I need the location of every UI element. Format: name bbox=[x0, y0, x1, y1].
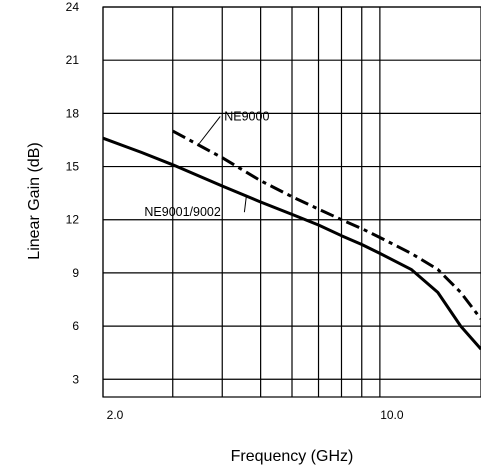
y-tick-label: 15 bbox=[66, 160, 80, 174]
tick-labels: 3 6 9 12 15 18 21 24 2.0 10.0 bbox=[66, 0, 404, 422]
y-axis-label: Linear Gain (dB) bbox=[26, 142, 43, 259]
series-annotation: NE9001/9002 bbox=[144, 205, 221, 219]
x-tick-label: 10.0 bbox=[380, 408, 404, 422]
y-tick-label: 6 bbox=[72, 319, 79, 333]
series-lines bbox=[102, 129, 481, 351]
series-line-ne9000 bbox=[172, 129, 481, 320]
annotation-leader bbox=[198, 116, 221, 144]
y-tick-label: 21 bbox=[66, 53, 80, 67]
x-axis-label: Frequency (GHz) bbox=[231, 448, 354, 465]
annotation-leader bbox=[243, 196, 247, 213]
y-tick-label: 18 bbox=[66, 106, 80, 120]
y-tick-label: 3 bbox=[72, 372, 79, 386]
y-tick-label: 9 bbox=[72, 266, 79, 280]
series-annotation: NE9000 bbox=[224, 109, 269, 123]
x-tick-label: 2.0 bbox=[107, 408, 124, 422]
series-line-ne9001-9002 bbox=[102, 136, 481, 351]
plot-frame bbox=[102, 6, 481, 398]
y-tick-label: 12 bbox=[66, 213, 80, 227]
series-annotations: NE9000 NE9001/9002 bbox=[144, 109, 269, 219]
grid bbox=[102, 6, 481, 398]
y-tick-label: 24 bbox=[66, 0, 80, 14]
